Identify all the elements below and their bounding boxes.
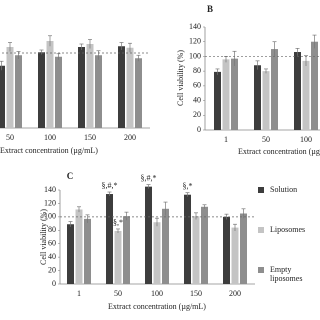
x-tick-label: 100 (300, 135, 312, 144)
bar (184, 194, 191, 284)
legend: Solution Liposomes Empty liposomes (258, 185, 320, 305)
y-tick-label: 140 (44, 185, 56, 194)
annotation: §,#,* (141, 173, 157, 182)
y-tick-label: 140 (189, 22, 201, 31)
x-tick-label: 100 (151, 289, 163, 298)
bar (15, 55, 22, 128)
y-tick-label: 120 (44, 198, 56, 207)
bar (222, 59, 230, 130)
bar (118, 46, 125, 128)
bar (55, 56, 62, 128)
bar (231, 227, 239, 284)
bar (123, 216, 130, 284)
x-tick-label: 1 (224, 135, 228, 144)
bar (145, 186, 152, 284)
bar (162, 208, 169, 284)
legend-item: Solution (258, 185, 320, 225)
bar (302, 60, 310, 130)
bar (254, 65, 261, 130)
bar (271, 49, 278, 131)
bar (231, 58, 238, 131)
legend-swatch (258, 227, 264, 233)
annotation: §,* (183, 182, 193, 191)
bar (201, 206, 208, 284)
bar (262, 71, 270, 130)
x-tick-label: 100 (44, 133, 56, 142)
x-tick-label: 200 (124, 133, 136, 142)
bar (38, 52, 45, 128)
bar (311, 41, 318, 130)
bar (46, 41, 54, 128)
bar (192, 216, 200, 284)
legend-item: Liposomes (258, 225, 320, 265)
x-tick-label: 150 (190, 289, 202, 298)
x-tick-label: 50 (262, 135, 270, 144)
x-axis-title: Extract concentration (µg/mL) (108, 302, 206, 311)
bar (86, 44, 94, 128)
legend-label: Empty liposomes (270, 265, 303, 283)
legend-label: Solution (270, 185, 298, 194)
panel-label: C (67, 171, 74, 181)
bar (0, 65, 5, 128)
y-tick-label: 100 (44, 212, 56, 221)
bar (78, 47, 85, 128)
x-tick-label: 50 (6, 133, 14, 142)
bar (106, 194, 113, 284)
y-tick-label: 80 (193, 66, 201, 75)
bar (95, 55, 102, 128)
x-tick-label: 200 (229, 289, 241, 298)
bar (214, 71, 221, 130)
y-tick-label: 60 (48, 239, 56, 248)
y-tick-label: 60 (193, 81, 201, 90)
x-tick-label: 1 (77, 289, 81, 298)
bar (114, 230, 122, 284)
x-tick-label: 150 (84, 133, 96, 142)
bar (126, 47, 134, 128)
y-tick-label: 20 (48, 265, 56, 274)
annotation: §,* (113, 218, 123, 227)
x-axis-title: Extract concentration (µg/mL) (238, 147, 320, 156)
y-tick-label: 0 (52, 279, 56, 288)
legend-item: Empty liposomes (258, 265, 320, 305)
bar (6, 47, 14, 128)
bar (223, 216, 230, 284)
bar (67, 224, 74, 284)
y-tick-label: 80 (48, 225, 56, 234)
legend-swatch (258, 267, 264, 273)
y-tick-label: 100 (189, 51, 201, 60)
legend-label: Liposomes (270, 225, 306, 234)
bar (135, 58, 142, 128)
y-tick-label: 40 (193, 95, 201, 104)
annotation: §,#,* (102, 181, 118, 190)
y-tick-label: 40 (48, 252, 56, 261)
bar (75, 209, 83, 284)
x-axis-title: Extract concentration (µg/mL) (0, 146, 98, 155)
x-tick-label: 50 (114, 289, 122, 298)
bar (240, 213, 247, 284)
bar (84, 218, 91, 284)
y-tick-label: 120 (189, 37, 201, 46)
legend-swatch (258, 187, 264, 193)
bar (294, 52, 301, 131)
bar (153, 222, 161, 284)
y-tick-label: 0 (197, 125, 201, 134)
panel-label: B (207, 4, 213, 14)
y-axis-title: Cell viability (%) (176, 50, 185, 106)
y-tick-label: 20 (193, 110, 201, 119)
y-axis-title: Cell viability (%) (39, 209, 48, 265)
